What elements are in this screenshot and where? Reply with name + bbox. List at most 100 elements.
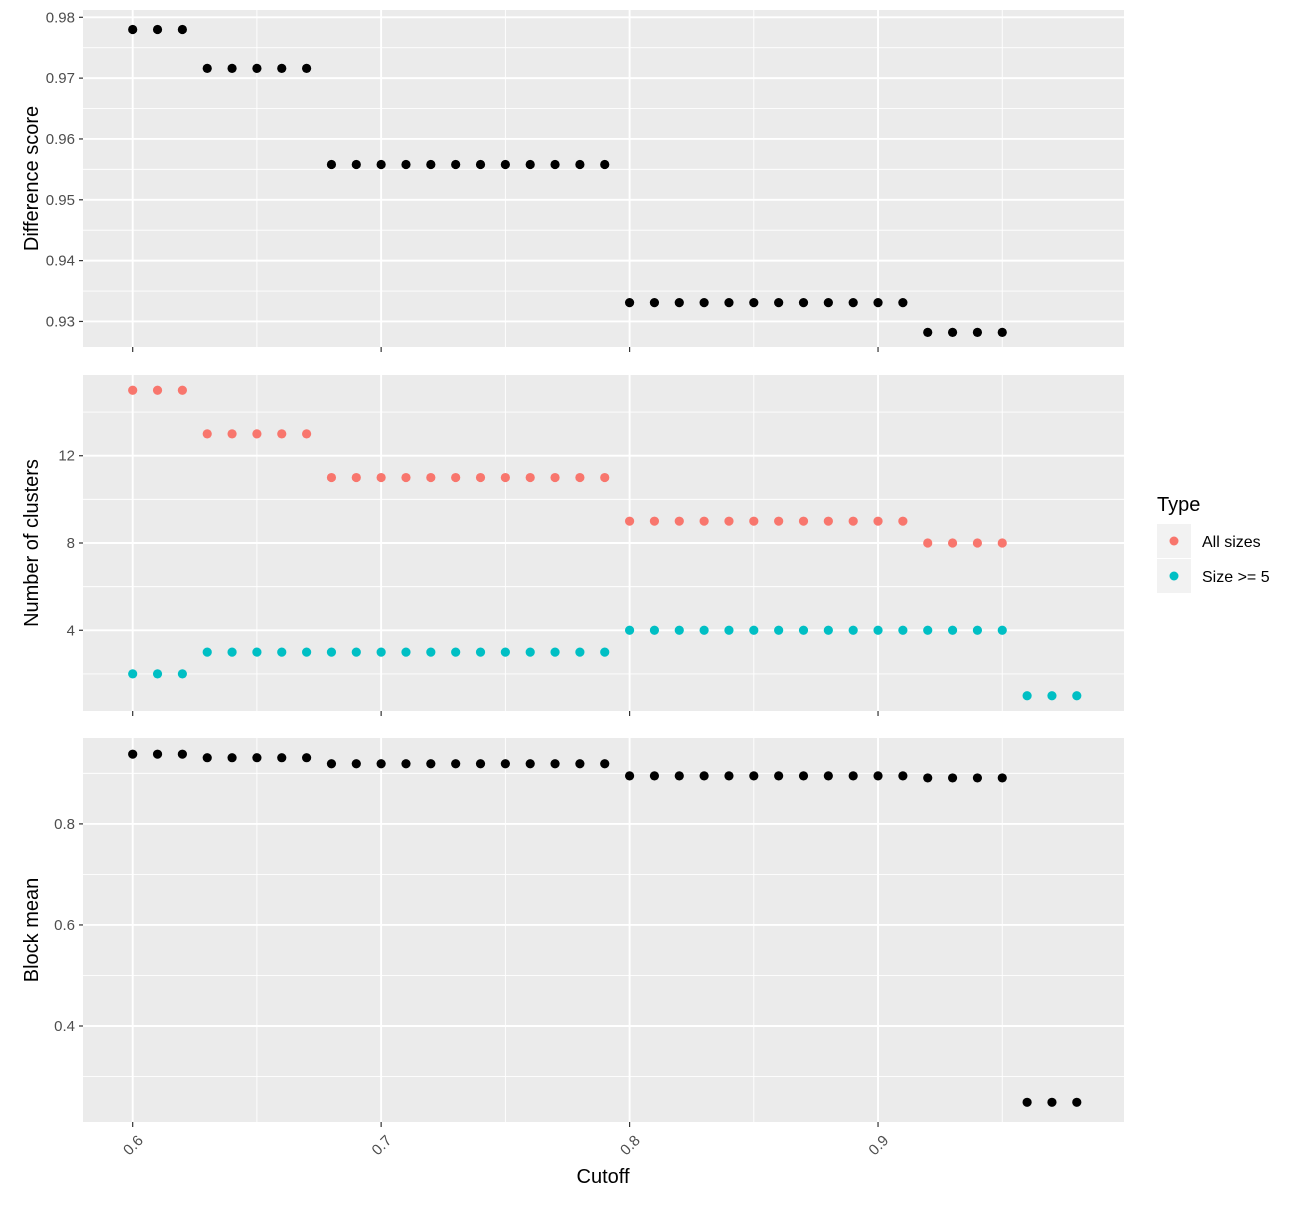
data-point [873,771,883,781]
data-point [947,538,958,548]
data-point [749,297,759,308]
data-point [152,669,163,679]
data-point [500,759,510,769]
x-tick-label: 0.9 [865,1132,892,1159]
data-point [898,771,908,781]
x-tick-label: 0.6 [120,1132,147,1159]
data-point [624,625,635,635]
data-point [823,516,833,526]
data-point [848,625,858,635]
x-axis-title: Cutoff [577,1166,630,1188]
data-point [202,429,212,439]
data-point [252,753,262,763]
data-point [798,771,809,781]
data-point [575,759,585,769]
data-point [649,771,660,781]
series-1 [128,24,1007,338]
data-point [451,472,461,483]
data-point [525,472,535,483]
data-point [873,516,883,526]
data-point [798,625,809,635]
data-point [152,385,163,395]
data-point [376,759,386,769]
data-point [798,297,809,308]
data-point [326,472,337,483]
data-point [749,625,759,635]
data-point [500,472,510,483]
data-point [972,327,983,338]
data-point [227,429,237,439]
data-point [600,472,610,483]
panel-background [83,738,1124,1122]
data-point [997,538,1007,548]
panel-background [83,10,1124,347]
data-point [699,771,709,781]
data-point [202,63,212,73]
x-tick-label: 0.7 [369,1132,396,1159]
data-point [326,759,337,769]
data-point [376,472,386,483]
data-point [351,159,361,170]
data-point [1072,1097,1082,1107]
data-point [177,749,187,759]
data-point [724,297,734,308]
data-point [674,771,684,781]
data-point [1047,691,1057,701]
data-point [600,759,610,769]
legend: Type All sizes Size >= 5 [1157,494,1270,593]
y-tick-label: 0.97 [46,70,75,87]
series-1 [128,385,1007,548]
data-point [774,516,784,526]
data-point [525,159,535,170]
data-point [177,24,187,35]
y-tick-label: 0.6 [54,917,75,934]
data-point [302,753,312,763]
data-point [1022,691,1032,701]
data-point [947,773,958,783]
data-point [302,63,312,73]
data-point [972,538,983,548]
y-tick-label: 0.4 [54,1018,75,1035]
y-tick-label: 8 [67,535,75,552]
data-point [177,385,187,395]
data-point [923,327,933,338]
y-axis-title: Difference score [21,106,43,251]
data-point [724,771,734,781]
data-point [401,647,411,657]
data-point [426,159,436,170]
data-point [699,297,709,308]
data-point [128,669,138,679]
y-tick-label: 4 [67,622,75,639]
legend-key-size-5 [1169,571,1179,581]
data-point [575,647,585,657]
data-point [128,385,138,395]
data-point [972,773,983,783]
y-tick-label: 0.98 [46,9,75,26]
series-1 [128,749,1082,1107]
data-point [947,625,958,635]
data-point [227,63,237,73]
data-point [426,647,436,657]
y-tick-label: 0.93 [46,313,75,330]
data-point [475,472,486,483]
data-point [923,625,933,635]
y-axis-title: Block mean [21,878,43,983]
data-point [774,297,784,308]
data-point [649,625,660,635]
data-point [302,647,312,657]
data-point [600,647,610,657]
y-axis-title: Number of clusters [21,459,43,627]
data-point [972,625,983,635]
data-point [823,297,833,308]
data-point [649,297,660,308]
data-point [376,647,386,657]
data-point [202,753,212,763]
series-2 [128,625,1082,701]
data-point [475,759,486,769]
data-point [550,159,560,170]
data-point [873,625,883,635]
data-point [351,759,361,769]
data-point [376,159,386,170]
data-point [923,773,933,783]
